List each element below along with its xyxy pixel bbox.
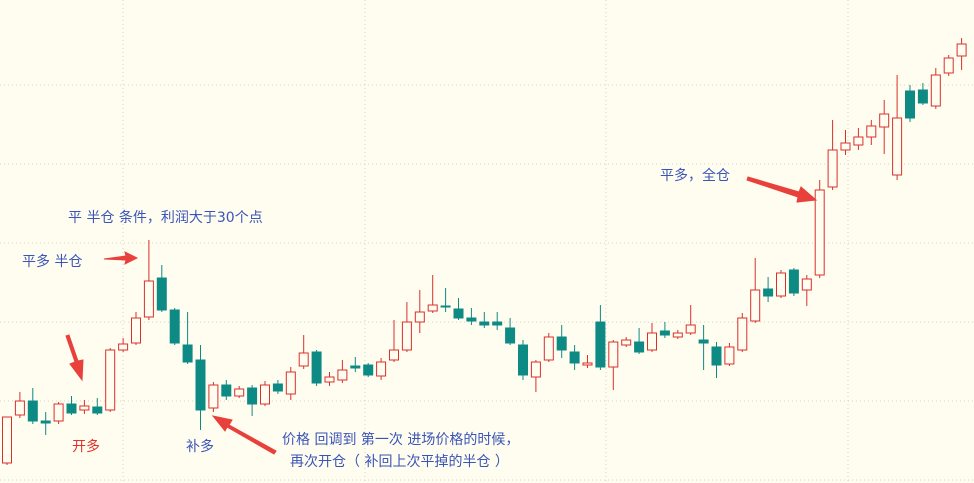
candle-body [724, 346, 735, 365]
candle-body [27, 400, 38, 422]
candle-body [440, 305, 451, 308]
candle-body [427, 304, 438, 312]
candle-body [917, 89, 928, 104]
candle-body [324, 376, 335, 383]
candle-body [285, 371, 296, 395]
arrow [211, 415, 277, 455]
candle-body [866, 125, 877, 138]
annotation: 再次开仓（ 补回上次平掉的半仓 ） [290, 454, 509, 470]
candle-body [776, 272, 786, 297]
candle-body [556, 336, 567, 351]
candle-body [711, 346, 722, 366]
candle-body [956, 43, 967, 57]
candle-body [376, 361, 387, 377]
candle-body [569, 351, 580, 364]
candle-body [788, 269, 799, 294]
candle-body [453, 308, 464, 319]
annotation: 平多 半仓 [22, 253, 82, 270]
candle-body [505, 327, 516, 344]
candle-body [879, 113, 890, 128]
candle-body [311, 351, 322, 384]
candle-body [672, 332, 683, 338]
candle-body [260, 384, 270, 405]
candle-body [143, 280, 154, 318]
candle-body [363, 364, 374, 376]
candle-body [827, 149, 838, 188]
candle-body [169, 309, 180, 344]
candle-body [234, 388, 245, 397]
candle-body [750, 289, 761, 322]
candle-body [66, 403, 77, 414]
candle-body [337, 369, 348, 381]
candle-body [389, 349, 399, 361]
candle-body [14, 400, 25, 416]
candle-body [840, 142, 851, 151]
candle-body [208, 384, 219, 409]
candle-body [118, 343, 129, 351]
candle-body [892, 117, 903, 176]
candle-body [156, 277, 167, 311]
candle-body [698, 339, 709, 344]
candle-body [582, 362, 593, 366]
candle-body [801, 278, 812, 291]
annotation: 平多，全仓 [660, 167, 730, 184]
candle-body [350, 365, 361, 369]
candle-body [131, 317, 141, 344]
candle-body [221, 384, 232, 397]
candle-body [401, 321, 412, 351]
arrow [103, 251, 139, 265]
candle-body [40, 420, 51, 424]
arrow [746, 176, 818, 203]
candle-body [182, 344, 193, 363]
annotation: 价格 回调到 第一次 进场价格的时候， [282, 431, 519, 448]
candle-body [298, 352, 309, 367]
candle-body [621, 339, 632, 346]
candle-body [92, 406, 103, 414]
annotation: 开多 [72, 438, 100, 455]
candle-body [105, 349, 116, 411]
candle-body [79, 405, 90, 411]
candle-body [247, 387, 258, 405]
annotation: 补多 [186, 438, 214, 455]
candle-body [659, 330, 670, 336]
candle-body [608, 341, 619, 368]
candle-body [518, 344, 528, 376]
candle-body [530, 361, 541, 378]
candle-body [479, 321, 490, 326]
candle-body [930, 74, 941, 107]
arrows [65, 176, 818, 455]
candle-body [737, 317, 748, 351]
candle-body [492, 321, 503, 326]
arrow [65, 334, 84, 382]
candle-body [943, 57, 954, 74]
candle-body [195, 359, 206, 411]
candle-body [634, 341, 645, 353]
candle-body [853, 136, 864, 146]
candle-body [647, 332, 657, 351]
candle-body [543, 336, 554, 361]
candle-body [466, 317, 477, 322]
candle-body [414, 311, 425, 323]
annotation: 平 半仓 条件，利润大于30个点 [68, 209, 263, 226]
candles [2, 38, 967, 465]
candle-body [905, 90, 915, 119]
candle-body [2, 416, 12, 464]
candle-body [272, 383, 283, 392]
candle-body [685, 324, 696, 334]
candle-body [53, 403, 64, 422]
candle-body [814, 189, 825, 276]
candle-body [763, 288, 774, 297]
candle-body [595, 321, 606, 368]
